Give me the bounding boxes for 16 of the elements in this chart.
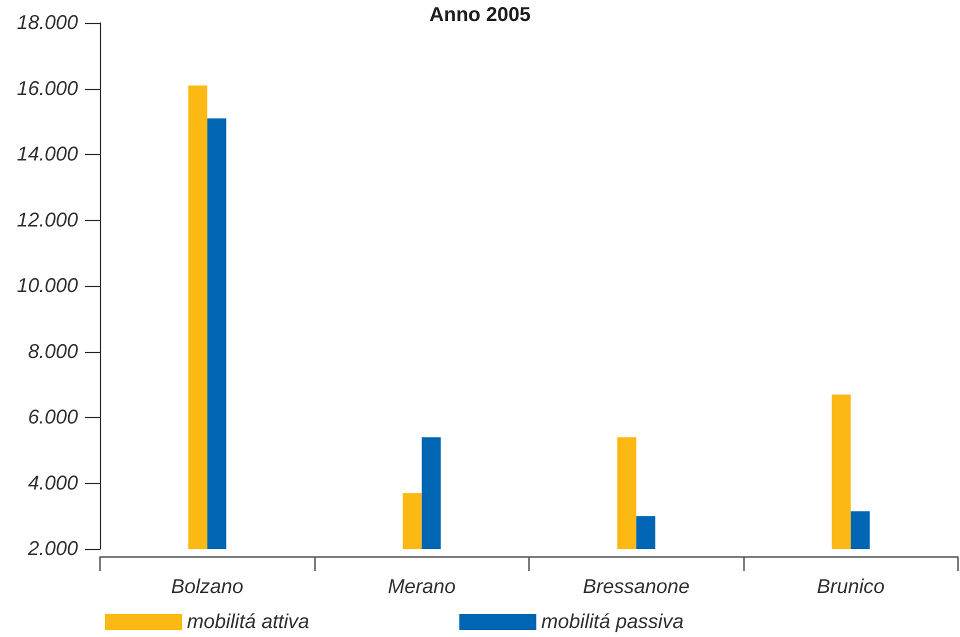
x-tick-label: Brunico [816,576,885,598]
y-tick-label: 12.000 [16,209,78,232]
y-tick-label: 16.000 [16,78,78,100]
y-tick-label: 6.000 [28,406,78,428]
y-tick-label: 18.000 [16,12,78,34]
chart-title: Anno 2005 [429,4,531,26]
y-tick-label: 4.000 [28,472,78,494]
x-tick-label: Bolzano [171,576,244,598]
x-tick-label: Merano [388,576,456,598]
y-tick-label: 14.000 [16,144,78,166]
y-tick-label: 2.000 [26,538,78,560]
y-tick-label: 8.000 [28,340,78,363]
legend-label: mobilitá passiva [541,611,684,633]
x-tick-label: Bressanone [582,576,690,598]
legend-label: mobilitá attiva [187,611,310,633]
y-tick-label: 10.000 [16,275,78,297]
